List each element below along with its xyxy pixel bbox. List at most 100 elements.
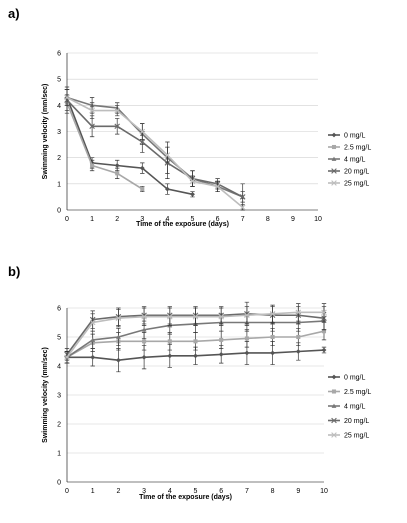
y-tick-label: 0 xyxy=(57,208,61,215)
x-tick-label: 8 xyxy=(271,488,275,495)
data-point xyxy=(142,339,147,344)
y-tick-label: 1 xyxy=(57,181,61,188)
legend-item: 4 mg/L xyxy=(328,404,366,411)
legend-marker xyxy=(331,144,337,150)
x-tick-label: 2 xyxy=(116,488,120,495)
series-25-mg-l xyxy=(64,89,246,211)
data-point xyxy=(90,354,96,360)
y-tick-label: 6 xyxy=(57,51,61,58)
y-tick-label: 3 xyxy=(57,129,61,136)
data-point xyxy=(167,313,173,320)
legend-label: 20 mg/L xyxy=(344,169,369,176)
legend-marker xyxy=(331,132,337,138)
x-tick-label: 0 xyxy=(65,488,69,495)
legend-label: 4 mg/L xyxy=(344,157,366,164)
legend-marker xyxy=(331,417,337,424)
data-point xyxy=(190,191,195,197)
data-point xyxy=(295,309,302,316)
legend-label: 0 mg/L xyxy=(344,375,366,382)
legend-item: 0 mg/L xyxy=(328,375,366,382)
data-point xyxy=(115,315,122,321)
data-point xyxy=(244,350,250,356)
data-point xyxy=(89,123,95,130)
legend-label: 2.5 mg/L xyxy=(344,389,371,396)
x-tick-label: 9 xyxy=(291,216,295,223)
data-point xyxy=(115,171,120,176)
series-line xyxy=(66,102,143,190)
panel-label-a: a) xyxy=(8,6,20,21)
y-tick-label: 5 xyxy=(57,335,61,342)
x-tick-label: 1 xyxy=(90,216,94,223)
data-point xyxy=(64,354,70,361)
y-tick-label: 6 xyxy=(57,306,61,313)
legend-marker xyxy=(331,389,337,394)
x-tick-label: 9 xyxy=(296,488,300,495)
data-point xyxy=(114,123,120,130)
data-point xyxy=(193,339,198,344)
legend-item: 2.5 mg/L xyxy=(328,389,371,396)
y-tick-label: 0 xyxy=(57,480,61,487)
data-point xyxy=(189,178,196,185)
data-point xyxy=(321,329,327,334)
x-axis-title: Time of the exposure (days) xyxy=(136,221,229,228)
legend-marker xyxy=(331,168,337,174)
x-tick-label: 5 xyxy=(191,216,195,223)
data-point xyxy=(141,327,147,332)
data-point xyxy=(218,352,224,357)
data-point xyxy=(139,165,145,171)
y-tick-label: 1 xyxy=(57,451,61,458)
data-point xyxy=(64,94,70,101)
legend-marker xyxy=(331,156,337,161)
legend-marker xyxy=(331,403,337,408)
data-point xyxy=(90,163,95,168)
x-axis-title: Time of the exposure (days) xyxy=(139,494,232,501)
data-point xyxy=(141,354,147,360)
legend-item: 25 mg/L xyxy=(328,180,369,188)
legend-item: 20 mg/L xyxy=(328,168,369,176)
legend-marker xyxy=(331,180,337,186)
x-tick-label: 3 xyxy=(140,216,144,223)
x-tick-label: 1 xyxy=(91,488,95,495)
data-point xyxy=(193,353,198,359)
x-tick-label: 7 xyxy=(241,216,245,223)
data-point xyxy=(90,337,96,342)
data-point xyxy=(270,334,275,340)
data-point xyxy=(167,339,172,344)
y-tick-label: 2 xyxy=(57,155,61,162)
data-point xyxy=(165,186,170,192)
y-tick-label: 5 xyxy=(57,77,61,84)
legend-item: 2.5 mg/L xyxy=(328,145,371,152)
series-line xyxy=(66,99,244,198)
x-tick-label: 6 xyxy=(216,216,220,223)
data-point xyxy=(114,163,120,168)
legend-marker xyxy=(331,374,337,380)
data-point xyxy=(139,128,146,135)
data-point xyxy=(269,311,276,317)
legend-label: 20 mg/L xyxy=(344,418,369,425)
legend-label: 25 mg/L xyxy=(344,181,369,188)
x-tick-label: 4 xyxy=(168,488,172,495)
data-point xyxy=(164,152,171,158)
x-tick-label: 2 xyxy=(115,216,119,223)
data-point xyxy=(239,204,246,211)
data-point xyxy=(239,194,246,200)
legend-marker xyxy=(331,432,337,438)
data-point xyxy=(192,313,199,320)
data-point xyxy=(167,353,173,359)
data-point xyxy=(244,312,250,319)
data-point xyxy=(218,313,224,320)
legend-label: 2.5 mg/L xyxy=(344,145,371,152)
data-point xyxy=(214,183,221,190)
y-tick-label: 4 xyxy=(57,103,61,110)
data-point xyxy=(116,334,121,339)
data-point xyxy=(116,357,121,363)
x-tick-label: 4 xyxy=(165,216,169,223)
x-tick-label: 3 xyxy=(142,488,146,495)
data-point xyxy=(321,309,327,316)
legend-item: 4 mg/L xyxy=(328,157,366,164)
chart-a: 0 1 2 3 4 5 6 0 1 2 3 4 5 6 7 8 9 10 Time of the exposure … xyxy=(42,51,371,229)
data-point xyxy=(321,347,327,353)
data-point xyxy=(244,336,249,341)
data-point xyxy=(139,139,146,145)
series-line xyxy=(66,96,244,208)
